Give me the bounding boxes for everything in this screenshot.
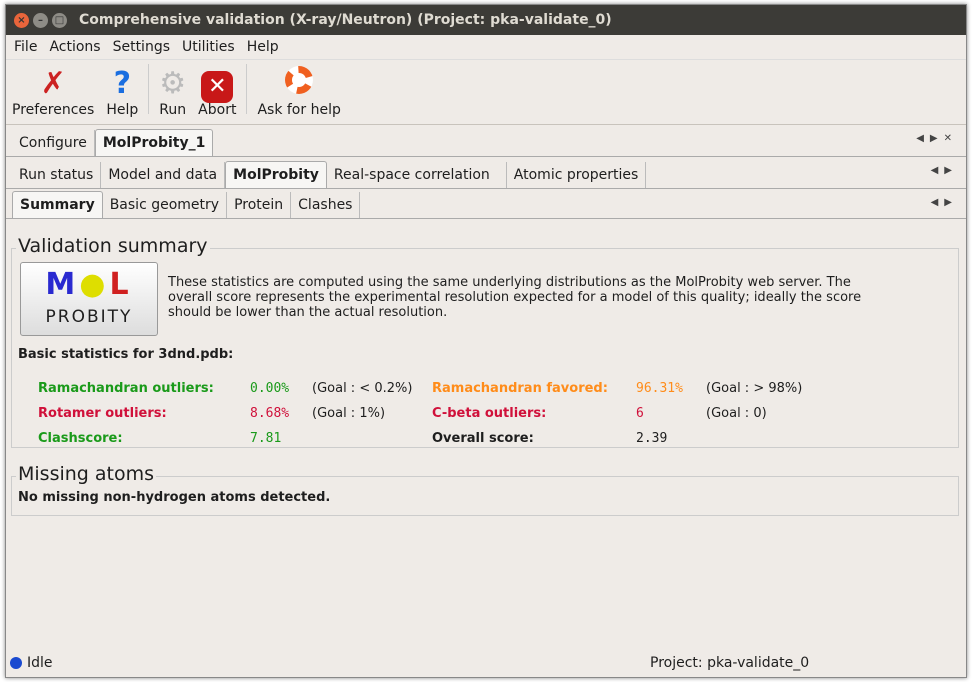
tab-model-and-data[interactable]: Model and data <box>101 162 226 188</box>
project-tabs: Configure MolProbity_1 ◀▶✕ <box>6 125 966 157</box>
lifebuoy-icon <box>285 66 314 102</box>
molprobity-logo-button[interactable]: M●L PROBITY <box>20 262 158 336</box>
molprobity-tabs: Summary Basic geometry Protein Clashes ◀… <box>6 189 966 219</box>
help-label: Help <box>106 102 139 118</box>
tab-real-space-correlation[interactable]: Real-space correlation <box>327 162 507 188</box>
summary-description: These statistics are computed using the … <box>168 275 862 320</box>
stat-value: 6 <box>636 406 644 421</box>
result-tabs: Run status Model and data MolProbity Rea… <box>6 157 966 189</box>
stat-value: 8.68% <box>250 406 290 421</box>
title-bar: × – □ Comprehensive validation (X-ray/Ne… <box>6 5 966 35</box>
tab-molprobity-1[interactable]: MolProbity_1 <box>94 129 214 156</box>
main-window: × – □ Comprehensive validation (X-ray/Ne… <box>5 4 967 678</box>
window-title: Comprehensive validation (X-ray/Neutron)… <box>79 12 612 28</box>
tab-configure[interactable]: Configure <box>12 130 95 156</box>
abort-label: Abort <box>198 102 237 118</box>
preferences-button[interactable]: ✗ Preferences <box>12 66 94 118</box>
stat-goal: (Goal : < 0.2%) <box>312 381 413 396</box>
stat-goal: (Goal : 0) <box>706 406 767 421</box>
stat-label: C-beta outliers: <box>432 406 547 421</box>
status-text: Idle <box>27 655 53 671</box>
stat-value: 0.00% <box>250 381 290 396</box>
abort-button[interactable]: ✕ Abort <box>198 66 236 118</box>
ask-for-help-button[interactable]: Ask for help <box>257 66 341 118</box>
menu-settings[interactable]: Settings <box>112 39 170 55</box>
basic-stats-heading: Basic statistics for 3dnd.pdb: <box>18 347 234 362</box>
run-button[interactable]: ⚙ Run <box>159 66 186 118</box>
help-button[interactable]: ? Help <box>106 66 138 118</box>
stat-label: Clashscore: <box>38 431 123 446</box>
validation-summary-heading: Validation summary <box>16 235 210 257</box>
tab-basic-geometry[interactable]: Basic geometry <box>103 192 228 218</box>
menu-bar: File Actions Settings Utilities Help <box>6 35 966 59</box>
menu-utilities[interactable]: Utilities <box>182 39 235 55</box>
tab-atomic-properties[interactable]: Atomic properties <box>507 162 647 188</box>
separator <box>246 64 248 114</box>
tab-run-status[interactable]: Run status <box>12 162 102 188</box>
tab-scroll-arrows[interactable]: ◀▶✕ <box>916 133 958 144</box>
gear-icon: ⚙ <box>159 66 187 101</box>
missing-atoms-text: No missing non-hydrogen atoms detected. <box>18 490 331 505</box>
missing-atoms-heading: Missing atoms <box>16 463 157 485</box>
run-label: Run <box>159 102 187 118</box>
tab-clashes[interactable]: Clashes <box>291 192 361 218</box>
preferences-label: Preferences <box>12 102 95 118</box>
project-label: Project: pka-validate_0 <box>650 655 810 671</box>
toolbar: ✗ Preferences ? Help ⚙ Run ✕ Abort Ask for h… <box>6 59 966 125</box>
wrench-screwdriver-icon: ✗ <box>40 66 66 101</box>
tab-scroll-arrows[interactable]: ◀▶ <box>930 197 958 208</box>
stat-goal: (Goal : > 98%) <box>706 381 803 396</box>
stat-label: Overall score: <box>432 431 534 446</box>
menu-file[interactable]: File <box>14 39 38 55</box>
maximize-icon[interactable]: □ <box>52 12 67 28</box>
stop-icon: ✕ <box>201 66 234 103</box>
stat-label: Rotamer outliers: <box>38 406 167 421</box>
molprobity-logo-text: PROBITY <box>45 307 133 327</box>
tab-molprobity[interactable]: MolProbity <box>225 161 327 188</box>
stat-value: 7.81 <box>250 431 282 446</box>
minimize-icon[interactable]: – <box>33 12 48 28</box>
status-indicator-icon <box>10 657 22 669</box>
missing-atoms-group: Missing atoms No missing non-hydrogen at… <box>11 463 959 516</box>
tab-protein[interactable]: Protein <box>227 192 292 218</box>
stat-value: 96.31% <box>636 381 683 396</box>
status-bar: Idle <box>10 655 53 671</box>
close-icon[interactable]: × <box>14 12 29 28</box>
stat-label: Ramachandran outliers: <box>38 381 214 396</box>
validation-summary-group: Validation summary M●L PROBITY These sta… <box>11 235 959 448</box>
menu-help[interactable]: Help <box>246 39 279 55</box>
separator <box>148 64 150 114</box>
tab-summary[interactable]: Summary <box>12 191 103 218</box>
menu-actions[interactable]: Actions <box>49 39 101 55</box>
tab-scroll-arrows[interactable]: ◀▶ <box>930 165 958 176</box>
stat-value: 2.39 <box>636 431 668 446</box>
ask-for-help-label: Ask for help <box>257 102 341 118</box>
stat-goal: (Goal : 1%) <box>312 406 386 421</box>
stat-label: Ramachandran favored: <box>432 381 608 396</box>
question-icon: ? <box>113 66 131 101</box>
